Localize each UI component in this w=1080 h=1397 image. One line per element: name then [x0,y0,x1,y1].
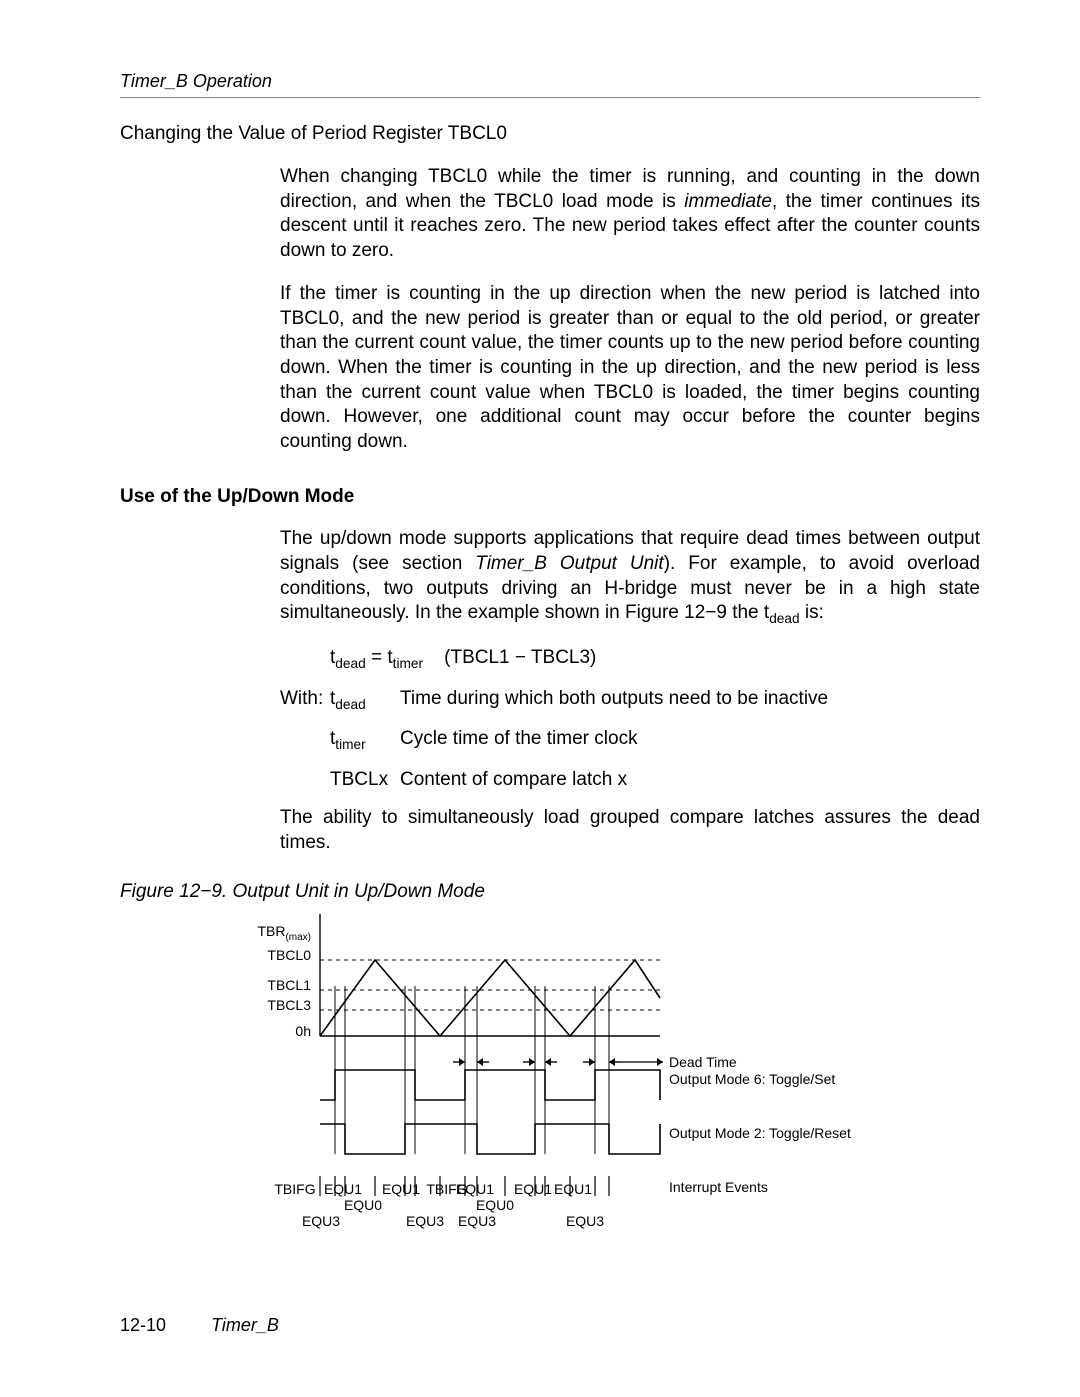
figure-caption: Figure 12−9. Output Unit in Up/Down Mode [120,880,980,905]
text: (TBCL1 − TBCL3) [423,647,596,668]
definition-row: ttimerCycle time of the timer clock [280,727,980,754]
page-footer: 12-10 Timer_B [120,1314,279,1337]
definition-symbol: TBCLx [330,768,400,793]
page-number: 12-10 [120,1315,166,1335]
svg-text:TBCL0: TBCL0 [267,947,311,963]
svg-text:EQU1: EQU1 [554,1181,592,1197]
paragraph-3: The up/down mode supports applications t… [280,527,980,628]
paragraph-1: When changing TBCL0 while the timer is r… [280,165,980,264]
text: = t [366,647,393,668]
timing-diagram-svg: TBR(max)TBCL0TBCL1TBCL30hDead TimeOutput… [215,914,895,1244]
svg-text:Interrupt Events: Interrupt Events [669,1179,768,1195]
definition-desc: Time during which both outputs need to b… [400,687,980,714]
svg-text:EQU3: EQU3 [406,1213,444,1229]
italic-text: immediate [684,191,772,212]
svg-text:0h: 0h [295,1023,311,1039]
page: Timer_B Operation Changing the Value of … [0,0,1080,1397]
subheading-register: Changing the Value of Period Register TB… [120,122,980,147]
subscript: timer [393,656,423,671]
with-label [280,727,330,754]
svg-text:EQU3: EQU3 [566,1213,604,1229]
svg-text:EQU3: EQU3 [458,1213,496,1229]
definitions-list: With:tdeadTime during which both outputs… [120,687,980,793]
definition-desc: Content of compare latch x [400,768,980,793]
chapter-name: Timer_B [211,1315,279,1335]
with-label [280,768,330,793]
running-header: Timer_B Operation [120,70,980,98]
svg-text:TBIFG: TBIFG [274,1181,315,1197]
svg-text:EQU1: EQU1 [456,1181,494,1197]
paragraph-4: The ability to simultaneously load group… [280,806,980,855]
with-label: With: [280,687,330,714]
svg-text:TBCL1: TBCL1 [267,977,311,993]
svg-text:Dead Time: Dead Time [669,1054,737,1070]
definition-desc: Cycle time of the timer clock [400,727,980,754]
svg-text:EQU0: EQU0 [344,1197,382,1213]
subheading-updown: Use of the Up/Down Mode [120,485,980,510]
svg-text:EQU1: EQU1 [324,1181,362,1197]
italic-text: Timer_B Output Unit [475,553,663,574]
subscript: dead [769,611,799,626]
definition-symbol: tdead [330,687,400,714]
definition-row: With:tdeadTime during which both outputs… [280,687,980,714]
text: is: [800,602,824,623]
svg-text:EQU0: EQU0 [476,1197,514,1213]
svg-text:TBR(max): TBR(max) [257,923,311,943]
figure-diagram: TBR(max)TBCL0TBCL1TBCL30hDead TimeOutput… [215,914,895,1254]
svg-text:EQU1: EQU1 [382,1181,420,1197]
svg-text:Output Mode 6: Toggle/Set: Output Mode 6: Toggle/Set [669,1071,835,1087]
formula: tdead = ttimer (TBCL1 − TBCL3) [330,646,980,673]
subscript: dead [335,656,365,671]
svg-text:Output Mode 2: Toggle/Reset: Output Mode 2: Toggle/Reset [669,1125,851,1141]
definition-symbol: ttimer [330,727,400,754]
svg-text:TBCL3: TBCL3 [267,997,311,1013]
svg-text:EQU1: EQU1 [514,1181,552,1197]
svg-text:EQU3: EQU3 [302,1213,340,1229]
definition-row: TBCLxContent of compare latch x [280,768,980,793]
paragraph-2: If the timer is counting in the up direc… [280,282,980,455]
